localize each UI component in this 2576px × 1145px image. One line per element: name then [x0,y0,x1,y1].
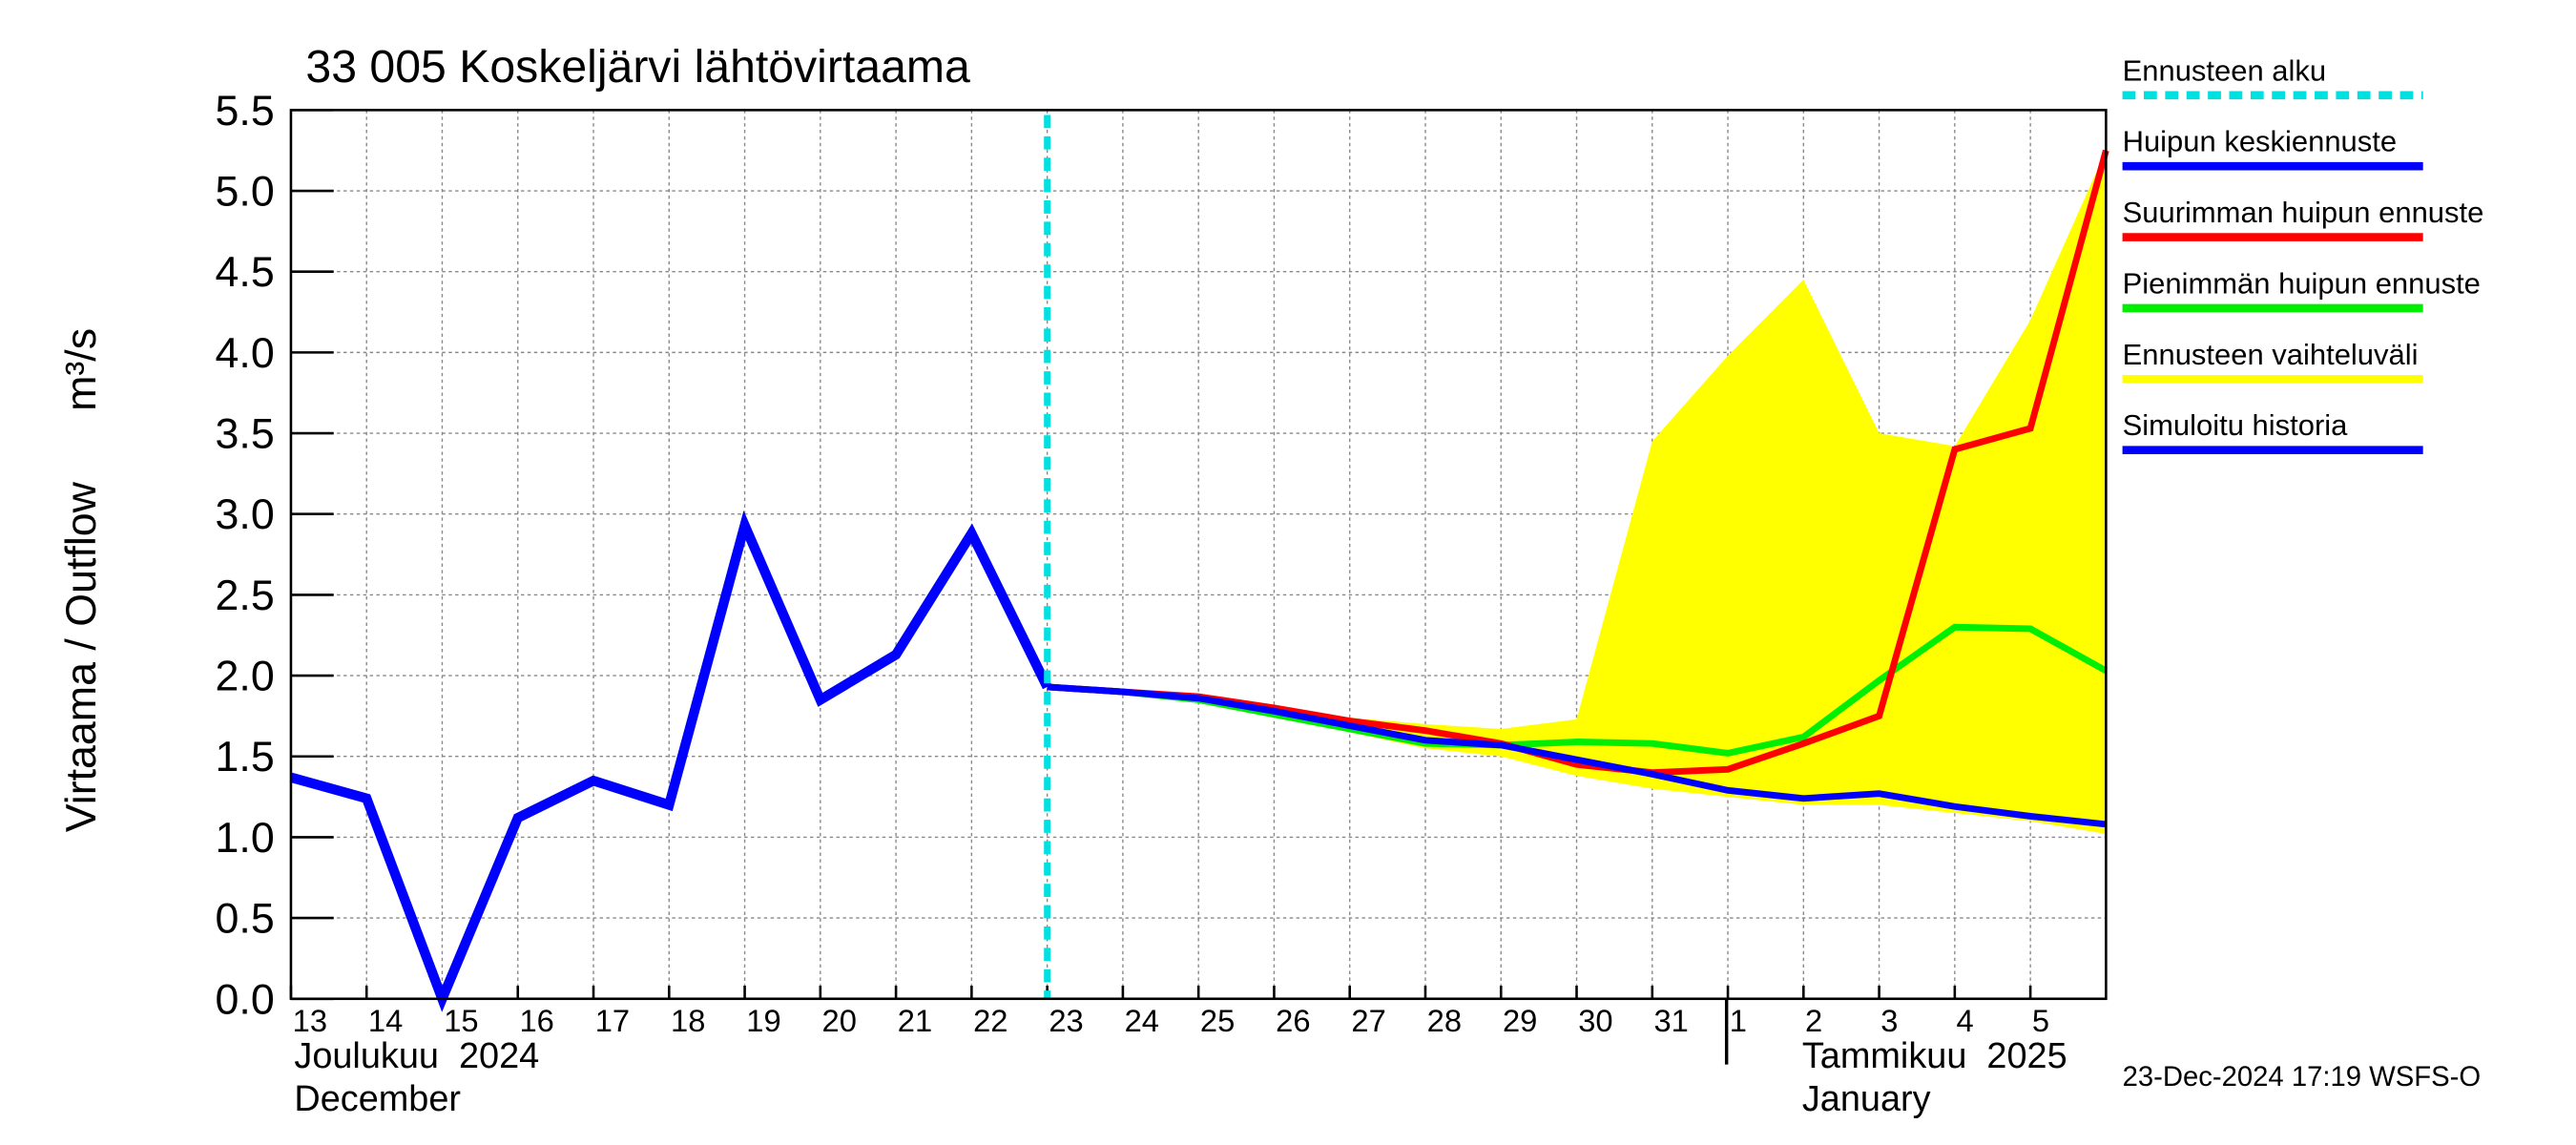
month-label: January [1802,1079,1931,1119]
y-axis-unit: m³/s [57,328,105,411]
y-tick-label: 0.5 [216,895,275,943]
legend-label: Ennusteen alku [2123,53,2327,87]
x-tick-label: 1 [1730,1003,1747,1038]
x-tick-label: 4 [1957,1003,1974,1038]
y-tick-label: 5.0 [216,168,275,216]
x-tick-label: 24 [1125,1003,1159,1038]
plot-frame [289,109,2108,1001]
x-tick-label: 18 [671,1003,705,1038]
y-tick-label: 0.0 [216,975,275,1023]
month-label: Tammikuu 2025 [1802,1036,2067,1076]
x-tick-label: 30 [1578,1003,1612,1038]
x-tick-label: 17 [595,1003,630,1038]
x-tick-label: 2 [1805,1003,1822,1038]
x-tick-label: 29 [1503,1003,1537,1038]
y-tick-label: 1.5 [216,733,275,781]
x-tick-label: 31 [1654,1003,1689,1038]
y-tick-label: 5.5 [216,87,275,135]
month-label: December [294,1079,461,1119]
x-tick-label: 26 [1276,1003,1310,1038]
y-tick-label: 2.0 [216,653,275,700]
footer: 23-Dec-2024 17:19 WSFS-O [2123,1062,2482,1093]
chart-title: 33 005 Koskeljärvi lähtövirtaama [305,41,970,93]
legend-label: Ennusteen vaihteluväli [2123,338,2419,371]
x-tick-label: 25 [1200,1003,1235,1038]
x-tick-label: 5 [2032,1003,2049,1038]
x-tick-label: 28 [1427,1003,1462,1038]
forecast-range [1047,150,2107,835]
x-tick-label: 19 [746,1003,780,1038]
y-tick-label: 4.5 [216,248,275,296]
legend-label: Huipun keskiennuste [2123,125,2398,158]
y-axis-label: Virtaama / Outflow [57,481,105,832]
x-tick-label: 27 [1351,1003,1385,1038]
x-tick-label: 13 [293,1003,327,1038]
legend-label: Simuloitu historia [2123,408,2349,442]
x-tick-label: 21 [898,1003,932,1038]
y-tick-label: 3.0 [216,490,275,538]
x-tick-label: 16 [519,1003,553,1038]
series-line [1047,683,2107,828]
y-tick-label: 4.0 [216,329,275,377]
month-label: Joulukuu 2024 [294,1036,539,1076]
x-tick-label: 3 [1880,1003,1898,1038]
x-tick-label: 23 [1049,1003,1083,1038]
legend-label: Suurimman huipun ennuste [2123,196,2484,229]
x-tick-label: 15 [444,1003,478,1038]
y-tick-label: 2.5 [216,572,275,619]
legend-label: Pienimmän huipun ennuste [2123,266,2481,300]
x-tick-label: 20 [822,1003,857,1038]
series-line [289,510,1052,1012]
x-tick-label: 14 [368,1003,403,1038]
y-tick-label: 1.0 [216,814,275,862]
x-tick-label: 22 [973,1003,1008,1038]
y-tick-label: 3.5 [216,410,275,458]
